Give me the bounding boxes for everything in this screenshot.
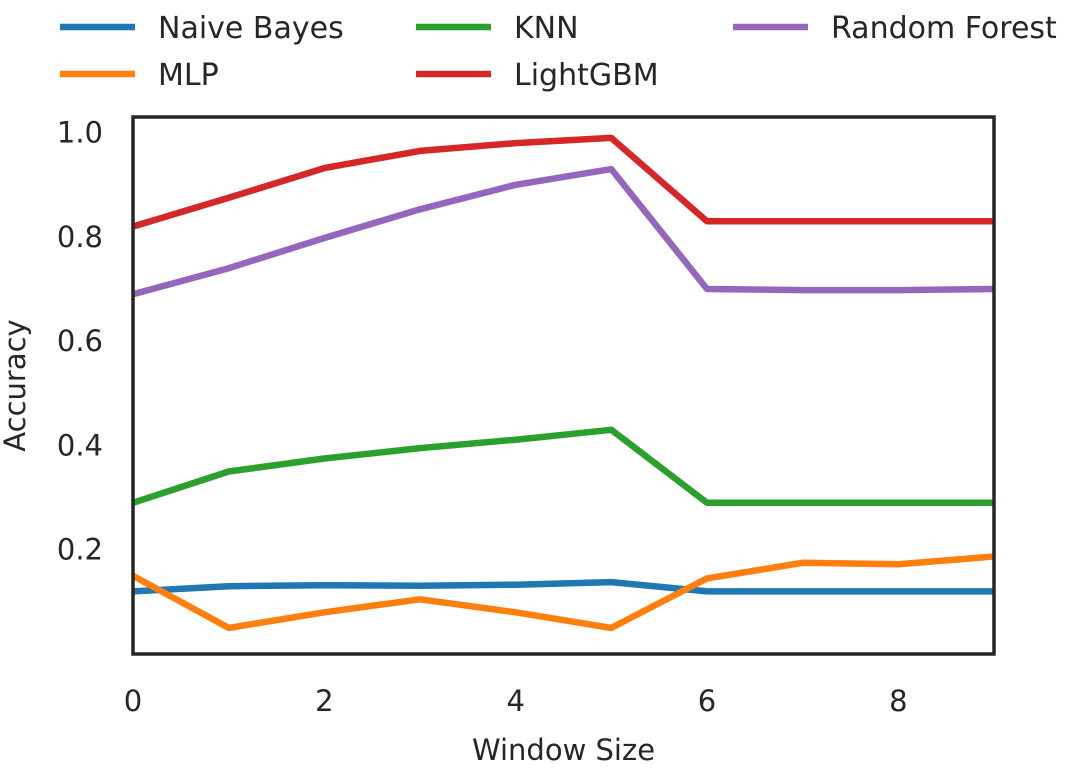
series-line-mlp (133, 553, 994, 632)
legend: Naive Bayes MLP KNN LightGBM Random Forest (60, 11, 1057, 93)
y-axis-ticks: 0.2 0.4 0.6 0.8 1.0 (57, 116, 103, 567)
x-axis-ticks: 0 2 4 6 8 (124, 684, 908, 718)
legend-label: MLP (158, 58, 219, 93)
y-tick-label: 0.8 (57, 220, 103, 254)
legend-label: LightGBM (514, 58, 659, 93)
series-layer (133, 134, 994, 632)
y-tick-label: 0.4 (57, 428, 103, 462)
x-tick-label: 8 (889, 684, 907, 718)
y-axis-label: Accuracy (0, 319, 32, 451)
y-tick-label: 0.2 (57, 533, 103, 567)
series-line-naive-bayes (133, 578, 994, 595)
legend-label: Naive Bayes (158, 11, 344, 46)
x-axis-label: Window Size (472, 733, 655, 767)
x-tick-label: 4 (506, 684, 524, 718)
plot-frame (131, 115, 996, 656)
y-tick-label: 1.0 (57, 116, 103, 150)
x-tick-label: 6 (698, 684, 716, 718)
x-tick-label: 0 (124, 684, 142, 718)
y-tick-label: 0.6 (57, 324, 103, 358)
series-line-knn (133, 426, 994, 507)
legend-label: KNN (514, 11, 579, 46)
series-line-lightgbm (133, 134, 994, 230)
series-line-random-forest (133, 165, 994, 298)
x-tick-label: 2 (315, 684, 333, 718)
legend-label: Random Forest (831, 11, 1057, 46)
